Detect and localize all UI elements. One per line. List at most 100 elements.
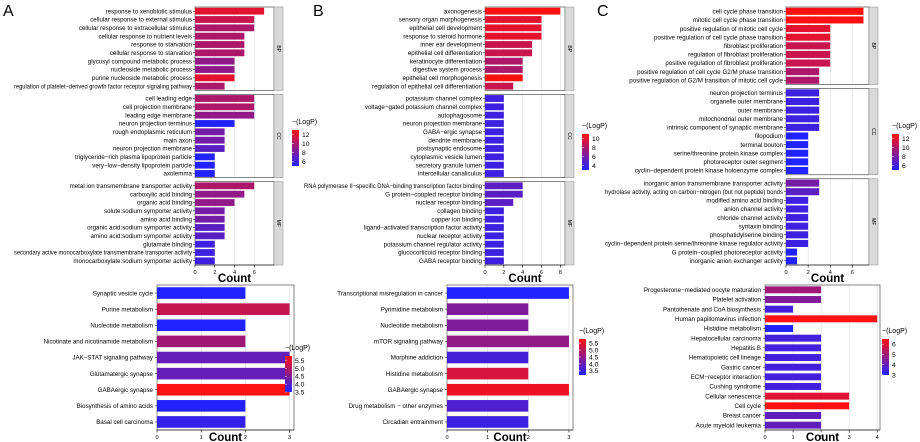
facet-strip-label: CC xyxy=(275,132,281,140)
category-label: metal ion transmembrane transporter acti… xyxy=(70,183,193,190)
category-label: terminal bouton xyxy=(740,142,783,149)
x-tick-label: 2 xyxy=(820,435,823,441)
category-label: cellular response to external stimulus xyxy=(90,17,192,24)
bar xyxy=(485,74,523,82)
category-label: Synaptic vesicle cycle xyxy=(93,290,154,297)
bar xyxy=(485,32,542,40)
legend-tick-label: 4.0 xyxy=(589,361,599,368)
bar xyxy=(485,249,504,256)
category-label: chloride channel activity xyxy=(717,215,784,222)
bar xyxy=(786,123,820,131)
bar xyxy=(195,145,225,152)
bar xyxy=(786,132,809,140)
legend-colorbar xyxy=(582,134,589,170)
x-tick-label: 4 xyxy=(829,270,832,276)
category-label: regulation of fibroblast proliferation xyxy=(688,52,783,59)
bar xyxy=(765,286,822,294)
category-label: glycosyl compound metabolic process xyxy=(88,58,192,65)
category-label: Drug metabolism − other enzymes xyxy=(349,403,443,410)
bar xyxy=(447,303,529,315)
category-label: positive regulation of cell cycle G2/M p… xyxy=(637,69,783,76)
bar xyxy=(195,111,255,119)
bar xyxy=(195,153,215,161)
bar xyxy=(195,7,265,15)
bar xyxy=(765,412,822,419)
category-label: response to xenobiotic stimulus xyxy=(106,8,192,15)
legend-tick-label: 8 xyxy=(902,154,906,161)
bar xyxy=(786,222,809,230)
bar xyxy=(786,196,809,204)
category-label: Histidine metabolism xyxy=(386,371,443,378)
bar xyxy=(786,158,809,166)
category-label: mTOR signaling pathway xyxy=(374,339,444,346)
x-tick-label: 0 xyxy=(784,270,787,276)
category-label: GABAergic synapse xyxy=(98,387,154,394)
panel-letter: B xyxy=(313,3,324,20)
category-label: Cellular senescence xyxy=(705,393,761,400)
legend-title: −(LogP) xyxy=(582,123,607,130)
legend-tick-label: 10 xyxy=(592,136,600,143)
x-tick-label: 3 xyxy=(567,435,570,441)
bar xyxy=(195,32,245,40)
bar xyxy=(195,82,225,90)
bar xyxy=(765,354,822,361)
legend-tick-label: 4 xyxy=(592,163,596,170)
category-label: ECM−receptor interaction xyxy=(691,374,762,381)
category-label: leading edge membrane xyxy=(125,112,192,119)
bar xyxy=(447,383,569,396)
panel-letter: C xyxy=(597,3,609,20)
category-label: sensory organ morphogenesis xyxy=(399,17,482,24)
bar xyxy=(786,141,809,149)
x-axis-title: Count xyxy=(493,432,526,442)
bar xyxy=(195,232,225,240)
category-label: GABA−ergic synapse xyxy=(423,129,483,136)
bar xyxy=(195,199,235,206)
facet-strip-label: MF xyxy=(566,220,572,227)
x-tick-label: 6 xyxy=(253,270,256,276)
category-label: voltage−gated potassium channel complex xyxy=(365,104,483,111)
bar xyxy=(195,136,225,144)
category-label: secondary active monocarboxylate transme… xyxy=(14,250,193,257)
facet-strip-label: CC xyxy=(870,128,876,136)
bar xyxy=(786,188,820,196)
facet-strip-label: MF xyxy=(870,218,876,225)
bar xyxy=(447,351,529,364)
bar xyxy=(447,400,529,412)
facet-strip xyxy=(564,6,575,91)
category-label: GABAergic synapse xyxy=(388,387,444,394)
category-label: cell cycle phase transition xyxy=(712,9,783,16)
bar xyxy=(786,76,820,84)
category-label: inorganic anion transmembrane transporte… xyxy=(644,180,784,187)
bar xyxy=(485,153,504,161)
category-label: Purine metabolism xyxy=(102,306,153,313)
bar xyxy=(157,319,246,332)
bar xyxy=(485,170,504,177)
bar xyxy=(765,325,794,332)
facet-strip xyxy=(564,181,575,266)
legend-tick-label: 10 xyxy=(302,141,310,148)
category-label: cell leading edge xyxy=(146,96,193,103)
legend-tick-label: 4.5 xyxy=(295,374,305,381)
bar xyxy=(786,25,831,33)
bar xyxy=(786,248,798,256)
category-label: G protein−coupled receptor binding xyxy=(385,191,482,198)
bar xyxy=(786,166,809,175)
category-label: epithelial cell morphogenesis xyxy=(403,75,482,82)
bar xyxy=(765,392,850,400)
category-label: neuron projection membrane xyxy=(113,146,193,153)
bar xyxy=(157,335,246,348)
facet-strip xyxy=(868,6,879,85)
category-label: neuron projection terminus xyxy=(119,121,192,128)
x-tick-label: 0 xyxy=(763,435,766,441)
category-label: glutamate binding xyxy=(143,241,192,248)
category-label: organic acid:sodium symporter activity xyxy=(87,225,193,232)
legend-title: −(LogP) xyxy=(579,328,604,335)
bar xyxy=(195,16,255,23)
category-label: epithelial cell development xyxy=(409,25,482,32)
x-tick-label: 4 xyxy=(876,435,879,441)
bar xyxy=(157,303,290,315)
bar xyxy=(195,182,255,190)
x-tick-label: 2 xyxy=(502,270,505,276)
bar xyxy=(157,367,290,380)
